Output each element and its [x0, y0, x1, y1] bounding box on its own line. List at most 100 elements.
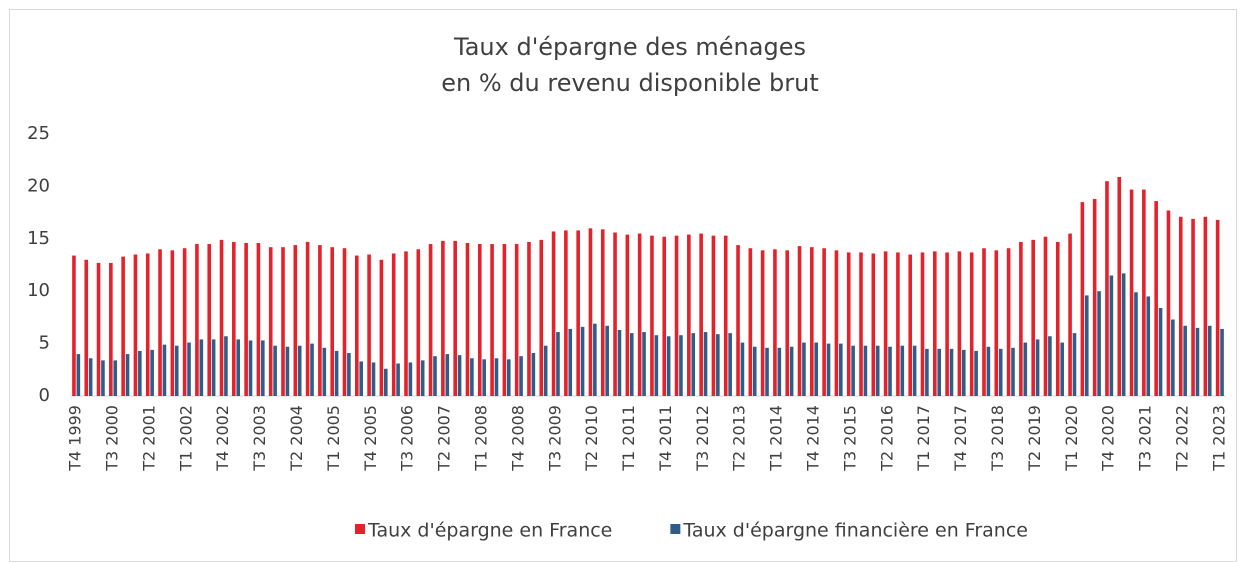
bar [379, 259, 384, 396]
bar [564, 230, 568, 396]
bar [121, 256, 125, 396]
bar [273, 345, 277, 396]
bar [1207, 325, 1212, 396]
bar [506, 359, 511, 396]
bar [896, 252, 900, 396]
x-tick-label: T2 2019 [1025, 405, 1044, 472]
bar [109, 262, 113, 396]
bar [1195, 327, 1200, 396]
x-tick-label: T4 2017 [951, 405, 970, 472]
bar [470, 358, 474, 396]
legend-label: Taux d'épargne en France [367, 520, 612, 542]
bar [1048, 336, 1052, 396]
bar [834, 250, 839, 396]
bar [703, 332, 708, 396]
bar [133, 254, 138, 396]
bar [371, 362, 376, 396]
bar [625, 234, 630, 396]
bar [367, 254, 371, 396]
bar [723, 235, 728, 396]
bar [113, 360, 118, 396]
bar [342, 248, 347, 396]
bar [1158, 307, 1163, 396]
bar [1154, 201, 1158, 396]
bar [752, 346, 757, 396]
bar [1019, 241, 1023, 396]
bar [1220, 328, 1224, 396]
chart-title: Taux d'épargne des ménages [453, 33, 806, 61]
bar [900, 345, 905, 396]
bar [1080, 202, 1085, 396]
bar [576, 230, 580, 396]
bar [925, 348, 929, 396]
bar [859, 252, 863, 396]
bar [158, 249, 162, 396]
bar [244, 242, 248, 396]
y-tick-label: 20 [27, 175, 50, 196]
bar [908, 254, 913, 396]
bar [502, 244, 507, 396]
bar [1183, 325, 1187, 396]
bar [72, 255, 76, 396]
bar [182, 248, 187, 396]
bar [445, 354, 450, 396]
bar [920, 252, 925, 396]
bar [441, 240, 445, 396]
bar [666, 336, 671, 396]
bar [268, 247, 273, 396]
y-tick-label: 25 [27, 123, 50, 144]
bar [691, 333, 696, 396]
bar [568, 328, 573, 396]
bar [256, 242, 261, 396]
bar [875, 345, 880, 396]
bar [912, 345, 917, 396]
bar [416, 249, 421, 396]
bar [982, 248, 986, 396]
bar [994, 250, 999, 396]
bar [1097, 291, 1101, 396]
bar [699, 233, 703, 396]
bar [1142, 189, 1146, 396]
x-tick-label: T1 2014 [767, 405, 786, 472]
bar [1178, 216, 1183, 396]
bar [1060, 342, 1064, 396]
y-tick-label: 5 [39, 333, 50, 354]
x-tick-label: T1 2008 [471, 405, 490, 472]
x-tick-label: T2 2013 [730, 405, 749, 472]
bar [588, 228, 593, 396]
bar [232, 241, 236, 396]
bar [777, 347, 782, 396]
bar [822, 248, 826, 396]
bar [334, 350, 339, 396]
bar [1215, 219, 1220, 396]
bar [519, 356, 523, 396]
bar [391, 253, 396, 396]
x-tick-label: T3 2003 [250, 405, 269, 472]
x-tick-label: T3 2000 [103, 405, 122, 472]
x-tick-label: T1 2020 [1062, 405, 1081, 472]
x-tick-label: T4 2008 [508, 405, 527, 472]
bar [195, 244, 199, 396]
bar [871, 253, 876, 396]
bar [88, 358, 93, 396]
bar [84, 259, 89, 396]
y-tick-label: 0 [39, 385, 50, 406]
bar [207, 244, 212, 396]
bar [347, 353, 351, 396]
bar [359, 361, 363, 396]
y-tick-label: 10 [27, 280, 50, 301]
bar [170, 250, 175, 396]
bar [1031, 239, 1035, 396]
bar [531, 353, 536, 396]
bar [1109, 275, 1114, 396]
bar [600, 229, 605, 396]
chart-title: en % du revenu disponible brut [441, 69, 818, 97]
bar [408, 362, 413, 396]
bar [810, 247, 814, 396]
bar [1043, 236, 1048, 396]
bar [477, 244, 482, 396]
bar [187, 342, 191, 396]
bar [125, 354, 130, 396]
legend-marker [355, 524, 365, 534]
bar [527, 241, 531, 396]
